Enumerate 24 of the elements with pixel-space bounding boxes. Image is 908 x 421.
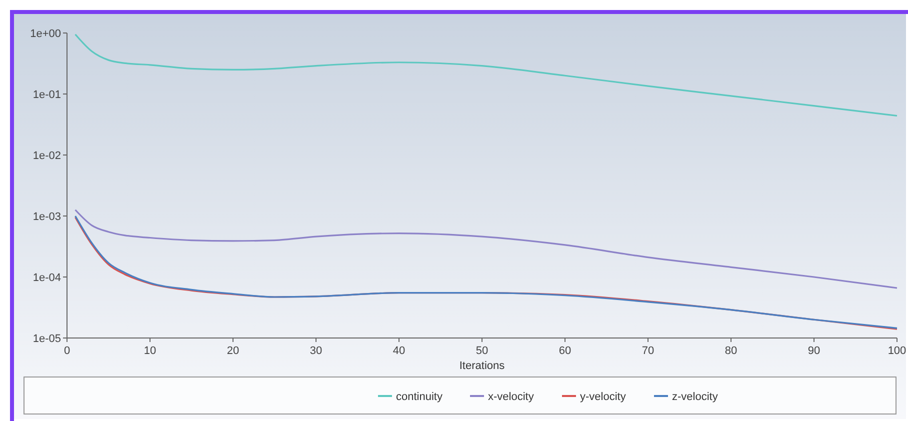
x-tick-label: 0 — [64, 345, 70, 357]
line-series — [74, 34, 898, 117]
x-tick-label: 90 — [808, 345, 820, 357]
x-tick-label: 80 — [724, 345, 738, 357]
x-tick-label: 60 — [558, 345, 572, 357]
y-tick-label: 1e-04 — [32, 272, 61, 284]
x-tick-label: 70 — [642, 345, 654, 357]
legend-label: x-velocity — [488, 390, 534, 403]
x-axis-title: Iterations — [459, 360, 506, 372]
y-tick-label: 1e-01 — [32, 88, 61, 101]
legend-label: z-velocity — [672, 390, 718, 403]
legend-label: y-velocity — [580, 390, 626, 403]
x-tick-label: 30 — [310, 345, 322, 357]
y-tick-label: 1e-05 — [32, 332, 61, 345]
y-tick-label: 1e+00 — [30, 28, 61, 40]
y-tick-label: 1e-02 — [32, 150, 61, 162]
x-tick-label: 10 — [144, 345, 156, 357]
y-tick-label: 1e-03 — [32, 210, 61, 223]
legend-label: continuity — [396, 390, 443, 403]
x-tick-label: 50 — [476, 345, 488, 357]
line-series — [74, 209, 898, 289]
x-tick-label: 20 — [226, 345, 240, 357]
x-tick-label: 100 — [888, 345, 906, 357]
x-tick-label: 40 — [392, 345, 406, 357]
